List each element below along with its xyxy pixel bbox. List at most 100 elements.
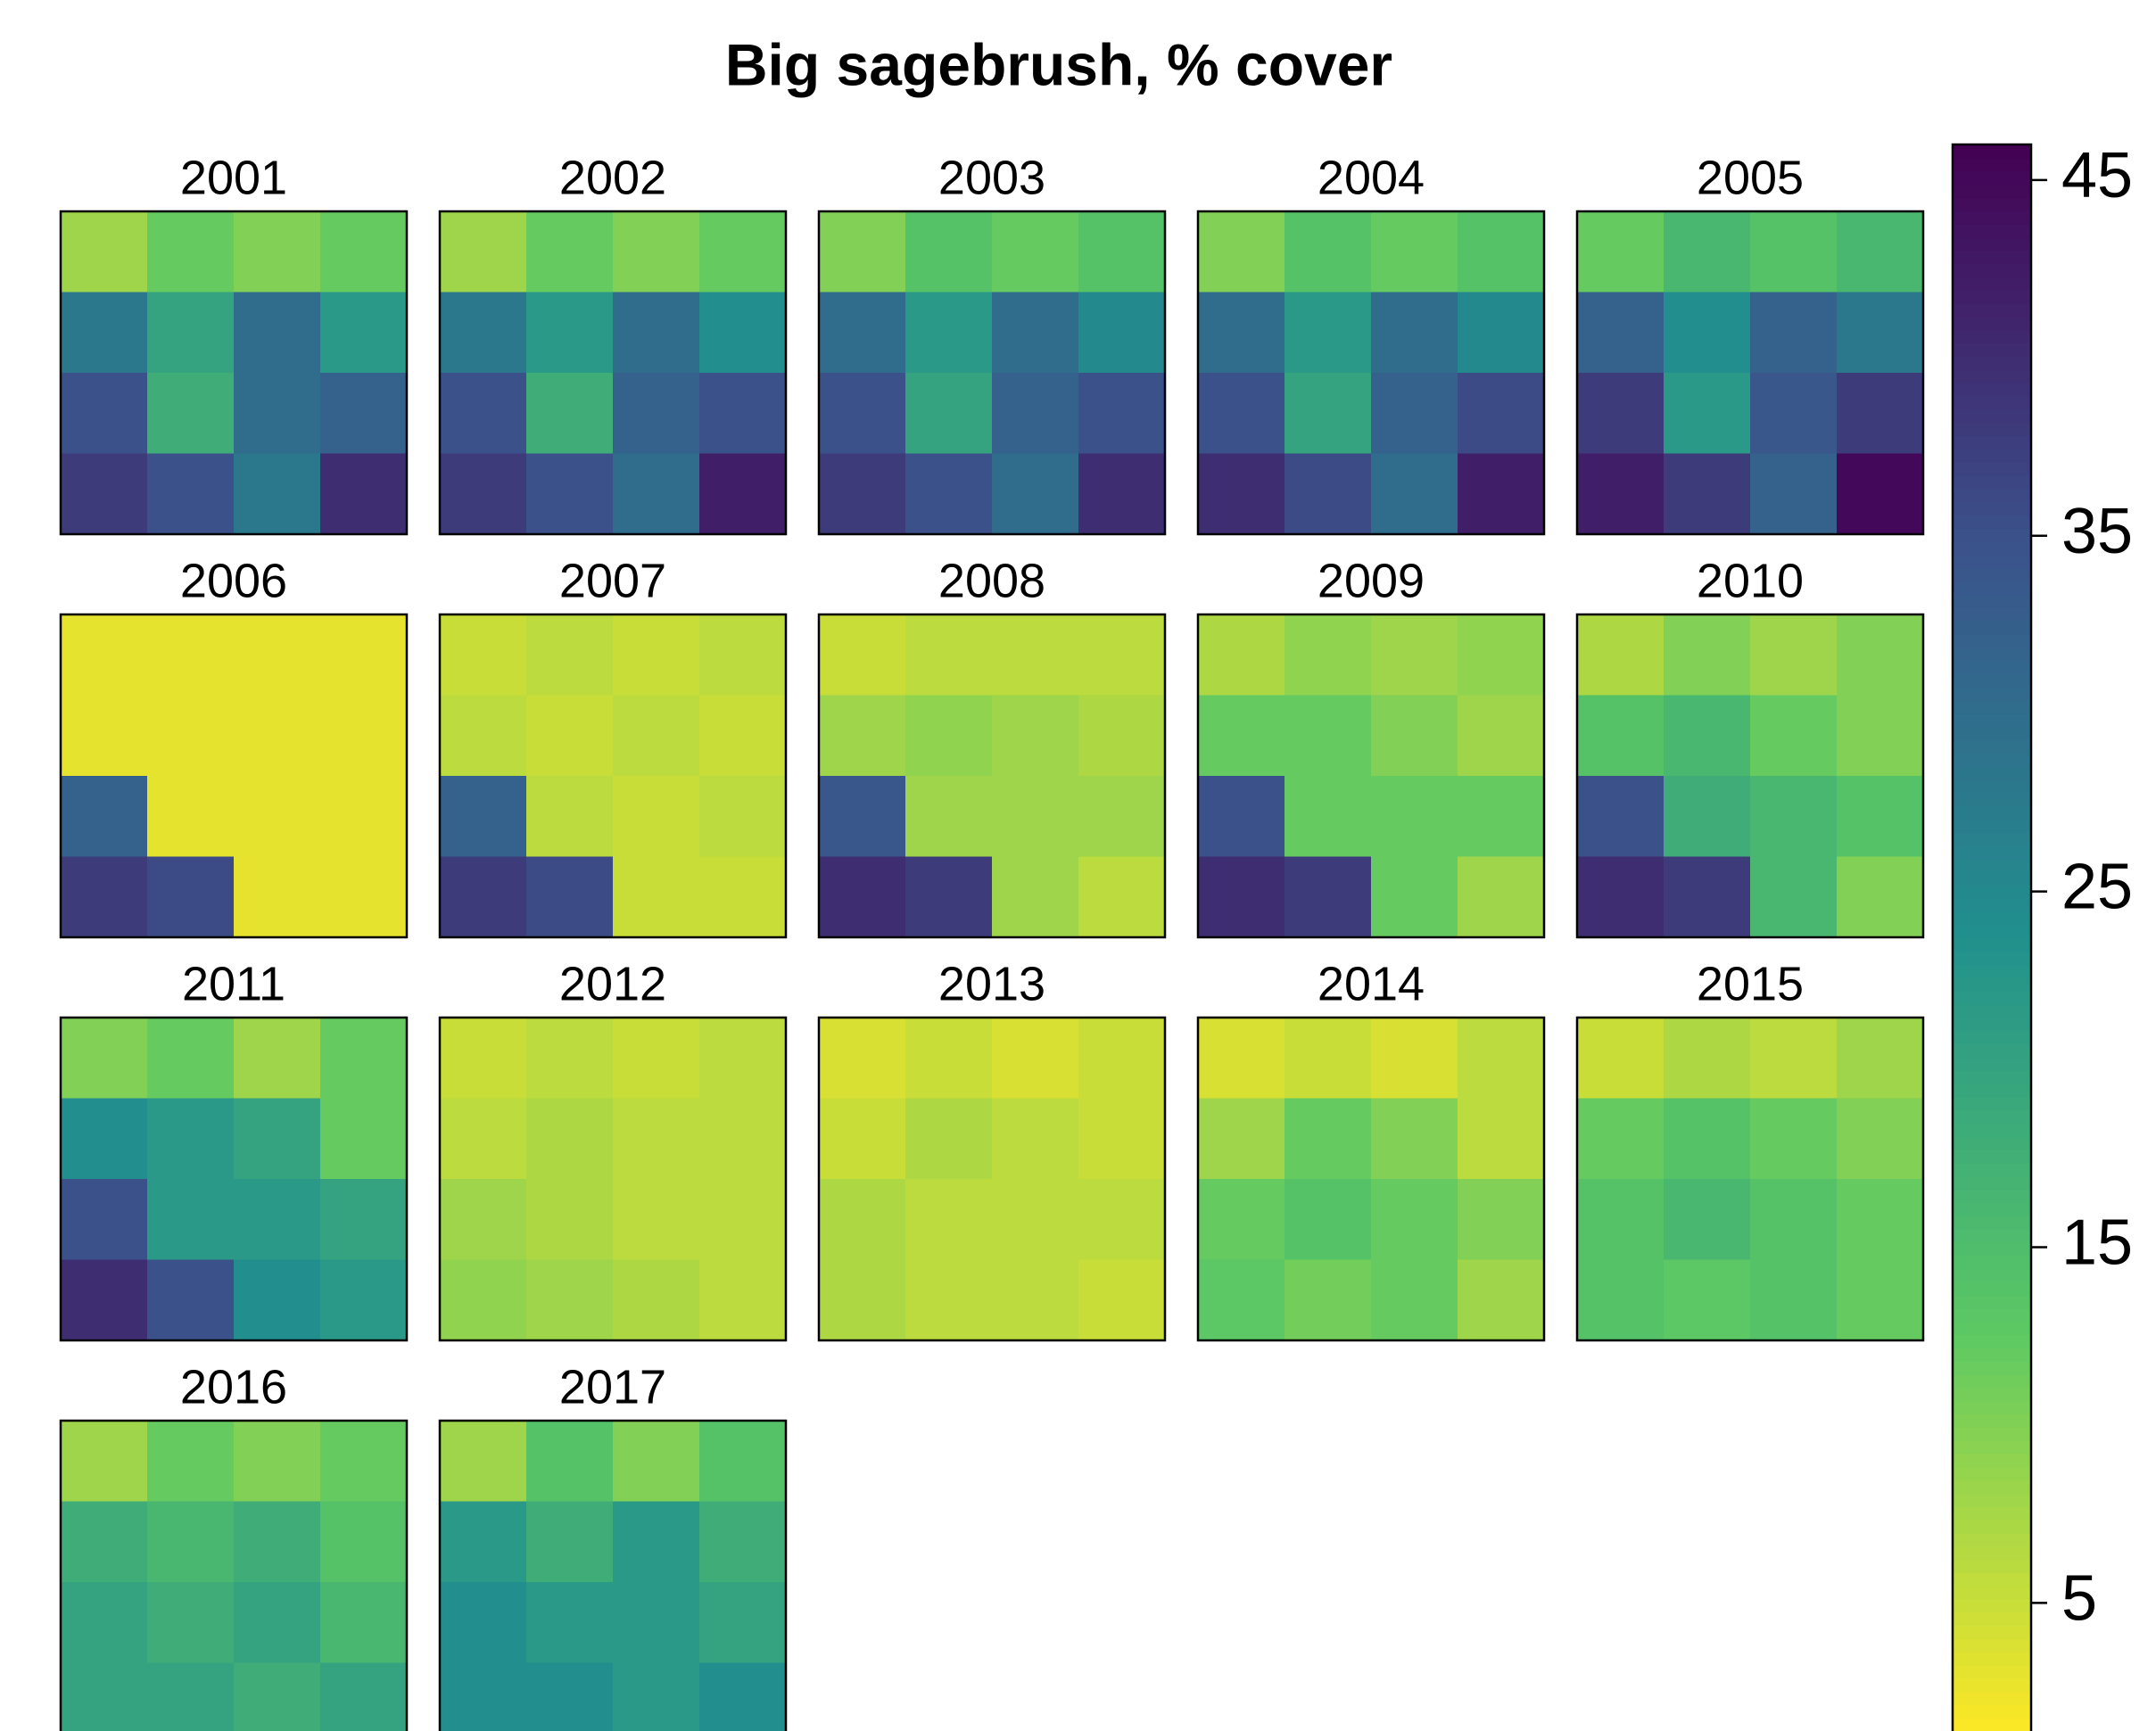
raster-cell: [526, 614, 614, 696]
raster-cell: [1285, 1099, 1372, 1180]
raster-cell: [1750, 1260, 1838, 1341]
raster-cell: [440, 1018, 527, 1099]
raster-cell: [320, 1663, 408, 1731]
colorbar-band: [1953, 290, 2031, 304]
raster-cell: [1664, 776, 1751, 857]
raster-cell: [1750, 454, 1838, 535]
raster-cell: [1837, 373, 1924, 454]
raster-cell: [1371, 614, 1458, 696]
raster-cell: [613, 1421, 700, 1502]
colorbar-band: [1953, 1321, 2031, 1335]
raster-cell: [1750, 1179, 1838, 1260]
colorbar-band: [1953, 1150, 2031, 1164]
raster-cell: [440, 857, 527, 938]
raster-cell: [1750, 373, 1838, 454]
raster-cell: [320, 1099, 408, 1180]
colorbar-band: [1953, 356, 2031, 370]
colorbar-band: [1953, 1572, 2031, 1587]
raster-cell: [1577, 1099, 1664, 1180]
raster-cell: [1371, 776, 1458, 857]
raster-cell: [1664, 696, 1751, 777]
colorbar-band: [1953, 1043, 2031, 1058]
raster-cell: [613, 776, 700, 857]
raster-cell: [1285, 373, 1372, 454]
raster-cell: [1285, 614, 1372, 696]
raster-cell: [1458, 1099, 1545, 1180]
raster-cell: [613, 696, 700, 777]
raster-cell: [1577, 857, 1664, 938]
raster-cell: [61, 1018, 148, 1099]
raster-cell: [147, 1018, 235, 1099]
raster-cell: [905, 1260, 993, 1341]
raster-cell: [1664, 1179, 1751, 1260]
colorbar-band: [1953, 171, 2031, 185]
panel-label: 2007: [559, 554, 666, 607]
raster-cell: [992, 1260, 1079, 1341]
raster-panel: [1198, 614, 1545, 938]
raster-cell: [234, 1421, 321, 1502]
raster-cell: [1078, 1018, 1166, 1099]
colorbar-band: [1953, 1216, 2031, 1230]
raster-cell: [440, 1582, 527, 1663]
raster-cell: [1458, 454, 1545, 535]
raster-cell: [526, 1260, 614, 1341]
raster-cell: [1285, 776, 1372, 857]
raster-cell: [992, 776, 1079, 857]
colorbar-band: [1953, 330, 2031, 344]
raster-cell: [819, 211, 906, 293]
raster-cell: [1577, 1260, 1664, 1341]
raster-cell: [819, 454, 906, 535]
raster-panel: [61, 614, 408, 938]
raster-cell: [147, 614, 235, 696]
raster-cell: [1577, 211, 1664, 293]
panel-label: 2011: [182, 957, 285, 1010]
colorbar-band: [1953, 1427, 2031, 1441]
raster-cell: [613, 293, 700, 374]
colorbar-band: [1953, 871, 2031, 886]
colorbar-band: [1953, 898, 2031, 912]
colorbar-band: [1953, 938, 2031, 952]
colorbar-band: [1953, 977, 2031, 992]
raster-cell: [320, 614, 408, 696]
raster-cell: [526, 293, 614, 374]
colorbar-band: [1953, 1454, 2031, 1468]
raster-cell: [234, 454, 321, 535]
raster-cell: [613, 1099, 700, 1180]
panel-label: 2014: [1318, 957, 1425, 1010]
raster-cell: [1837, 1099, 1924, 1180]
colorbar-band: [1953, 1652, 2031, 1666]
colorbar-band: [1953, 1268, 2031, 1282]
raster-cell: [234, 696, 321, 777]
raster-cell: [1285, 696, 1372, 777]
raster-cell: [320, 1260, 408, 1341]
raster-cell: [699, 1502, 787, 1583]
colorbar-band: [1953, 224, 2031, 238]
raster-cell: [819, 1099, 906, 1180]
raster-cell: [1078, 293, 1166, 374]
raster-cell: [699, 1421, 787, 1502]
raster-cell: [1285, 1018, 1372, 1099]
raster-cell: [1371, 1260, 1458, 1341]
colorbar-band: [1953, 555, 2031, 569]
colorbar-band: [1953, 449, 2031, 463]
raster-cell: [1577, 293, 1664, 374]
raster-cell: [819, 373, 906, 454]
raster-cell: [234, 614, 321, 696]
colorbar-band: [1953, 422, 2031, 436]
raster-cell: [234, 1663, 321, 1731]
raster-cell: [320, 1502, 408, 1583]
raster-cell: [1371, 696, 1458, 777]
raster-cell: [1198, 614, 1285, 696]
raster-cell: [234, 1179, 321, 1260]
colorbar-tick-label: 15: [2061, 1208, 2133, 1279]
raster-cell: [992, 293, 1079, 374]
colorbar-band: [1953, 369, 2031, 383]
colorbar-band: [1953, 1704, 2031, 1719]
raster-cell: [819, 696, 906, 777]
colorbar-band: [1953, 1084, 2031, 1098]
raster-cell: [61, 1663, 148, 1731]
raster-cell: [1837, 1018, 1924, 1099]
raster-cell: [1577, 696, 1664, 777]
colorbar-band: [1953, 409, 2031, 424]
colorbar-band: [1953, 251, 2031, 265]
